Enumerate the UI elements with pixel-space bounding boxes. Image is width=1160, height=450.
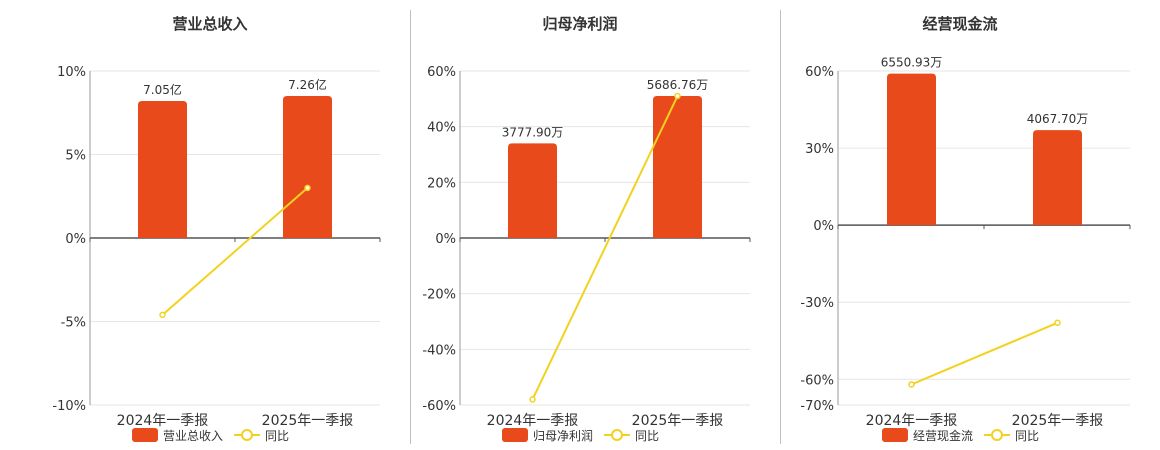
y-tick-label: -60%	[800, 373, 834, 388]
bar-value-label: 3777.90万	[502, 125, 564, 139]
yoy-point	[908, 381, 915, 388]
y-tick-label: -10%	[52, 399, 86, 414]
legend-line-marker	[611, 429, 623, 441]
bar	[1033, 130, 1082, 226]
y-tick-label: 0%	[435, 232, 456, 247]
y-tick-label: -20%	[422, 288, 456, 303]
bar-value-label: 7.26亿	[288, 77, 327, 92]
bar-value-label: 4067.70万	[1027, 112, 1089, 126]
yoy-point	[529, 396, 536, 403]
legend-line-label: 同比	[1015, 429, 1039, 443]
x-category-label: 2024年一季报	[866, 413, 958, 429]
y-tick-label: -30%	[800, 296, 834, 311]
yoy-line	[531, 95, 679, 400]
y-tick-label: 20%	[427, 176, 456, 191]
legend-bar-swatch	[502, 428, 528, 442]
yoy-point	[674, 92, 681, 100]
panel-divider-2	[780, 10, 781, 444]
y-tick-label: 5%	[65, 149, 86, 164]
y-tick-label: -70%	[800, 399, 834, 414]
yoy-line	[161, 187, 309, 316]
bar	[508, 143, 557, 238]
y-tick-label: -40%	[422, 343, 456, 358]
y-tick-label: -5%	[61, 316, 86, 331]
x-category-label: 2024年一季报	[487, 413, 579, 429]
bar	[887, 73, 936, 226]
legend-bar-label: 营业总收入	[163, 429, 223, 443]
legend-bar-swatch	[132, 428, 158, 442]
legend-bar-label: 归母净利润	[533, 429, 593, 443]
chart-title: 经营现金流	[922, 15, 997, 33]
y-tick-label: 0%	[65, 232, 86, 247]
legend-line-marker	[241, 429, 253, 441]
bar-value-label: 7.05亿	[143, 82, 182, 97]
yoy-point	[304, 184, 311, 192]
chart-title: 归母净利润	[542, 15, 617, 33]
y-tick-label: 0%	[813, 219, 834, 234]
y-tick-label: 60%	[427, 65, 456, 80]
legend-bar-swatch	[882, 428, 908, 442]
legend-line-label: 同比	[635, 429, 659, 443]
bar-value-label: 6550.93万	[881, 56, 943, 70]
y-tick-label: 10%	[57, 65, 86, 80]
x-category-label: 2025年一季报	[262, 413, 354, 429]
legend-line-marker	[991, 429, 1003, 441]
y-tick-label: 60%	[805, 65, 834, 80]
y-tick-label: -60%	[422, 399, 456, 414]
legend-bar-label: 经营现金流	[913, 428, 973, 443]
yoy-point	[159, 311, 166, 319]
bar-value-label: 5686.76万	[647, 78, 709, 92]
bar	[653, 96, 702, 238]
y-tick-label: 40%	[427, 121, 456, 136]
bar	[138, 101, 187, 238]
x-category-label: 2025年一季报	[1012, 413, 1104, 429]
panel-divider-1	[410, 10, 411, 444]
y-tick-label: 30%	[805, 142, 834, 157]
x-category-label: 2025年一季报	[632, 413, 724, 429]
yoy-point	[1054, 319, 1061, 327]
legend-line-label: 同比	[265, 429, 289, 443]
chart-title: 营业总收入	[172, 15, 247, 33]
yoy-line	[911, 321, 1058, 386]
x-category-label: 2024年一季报	[117, 413, 209, 429]
bar	[283, 96, 332, 238]
